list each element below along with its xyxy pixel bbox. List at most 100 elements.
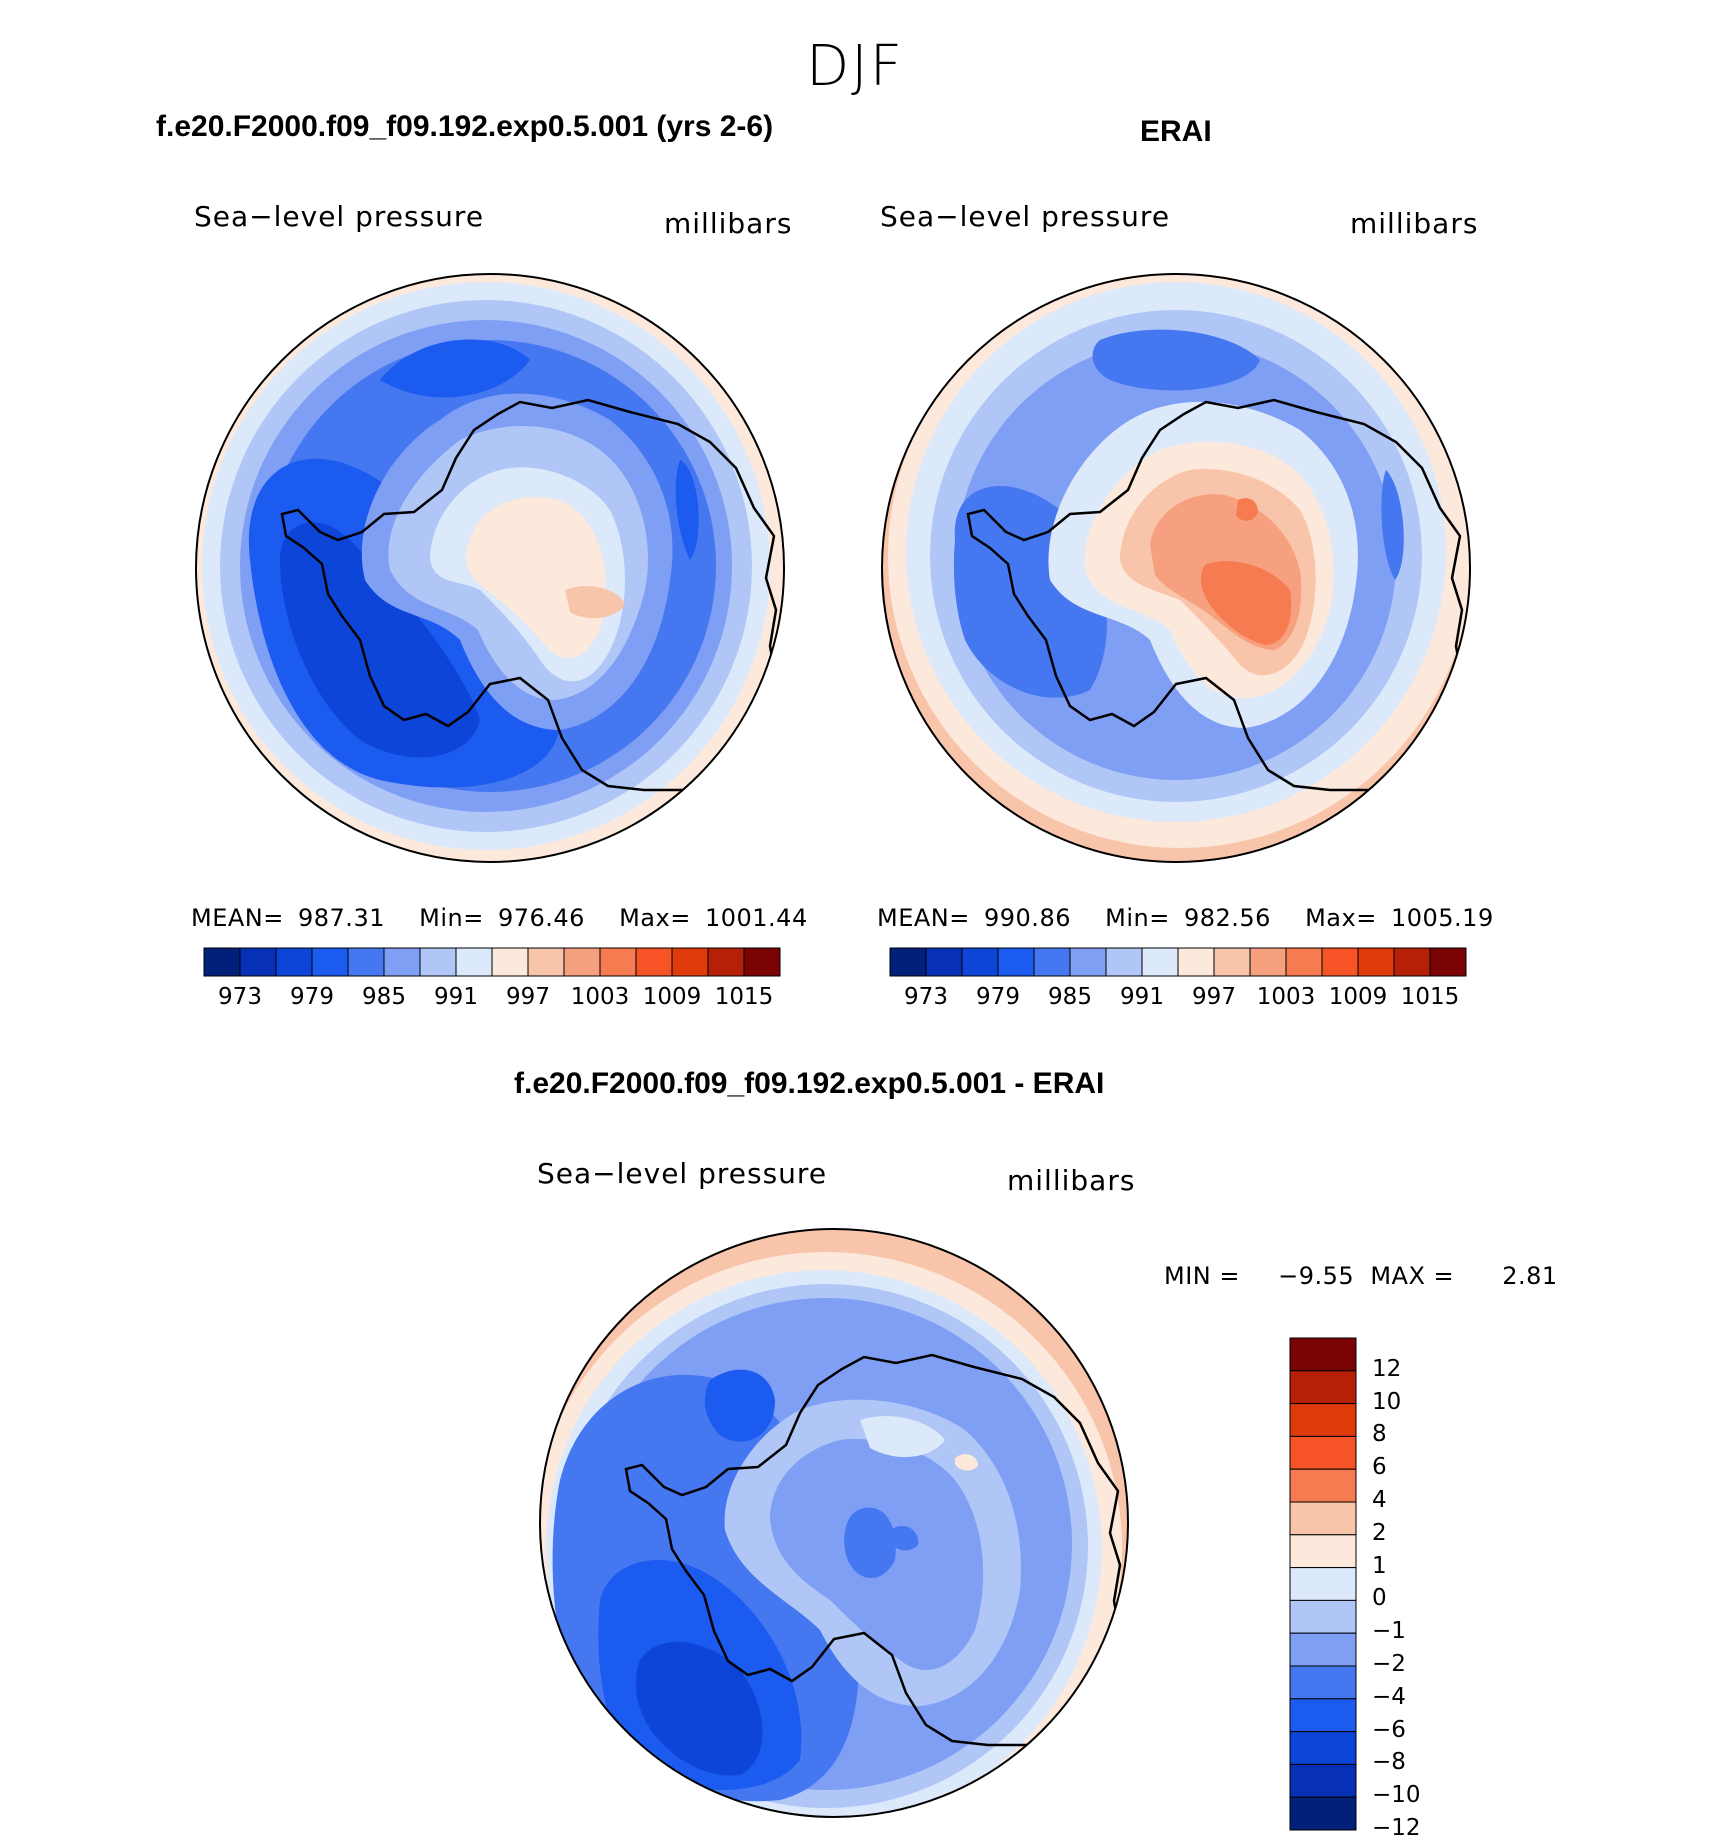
colorbar-model-swatch-15 (743, 947, 781, 977)
colorbar-erai-tick-label: 973 (904, 984, 948, 1010)
colorbar-difference-swatch-2 (1289, 1403, 1357, 1437)
colorbar-model-swatch-0 (203, 947, 241, 977)
colorbar-model-swatch-4 (347, 947, 385, 977)
colorbar-erai (889, 947, 1467, 977)
colorbar-erai-swatch-7 (1141, 947, 1179, 977)
colorbar-difference-swatch-0 (1289, 1337, 1357, 1372)
panel2-units-label: millibars (1350, 207, 1479, 240)
panel1-max-label: Max= (619, 904, 691, 932)
map1-low-east (675, 460, 699, 560)
panel1-stats: MEAN= 987.31 Min= 976.46 Max= 1001.44 (191, 904, 808, 932)
panel2-min-value: 982.56 (1183, 904, 1271, 932)
colorbar-erai-swatch-13 (1357, 947, 1395, 977)
colorbar-model-swatch-1 (239, 947, 277, 977)
colorbar-model-tick-label: 985 (362, 984, 406, 1010)
colorbar-model-tick-label: 973 (218, 984, 262, 1010)
map3-land-f (844, 1507, 896, 1579)
panel3-min-label: MIN = (1164, 1262, 1240, 1290)
panel3-min-value: −9.55 (1278, 1262, 1355, 1290)
map2-high-spot (1236, 498, 1258, 521)
colorbar-difference-tick-label: 12 (1372, 1355, 1402, 1382)
colorbar-difference-swatch-3 (1289, 1435, 1357, 1470)
panel1-mean-value: 987.31 (298, 904, 385, 932)
colorbar-difference-swatch-8 (1289, 1599, 1357, 1634)
colorbar-model-swatch-9 (527, 947, 565, 977)
colorbar-erai-swatch-8 (1177, 947, 1215, 977)
colorbar-model-swatch-11 (599, 947, 637, 977)
panel3-variable-label: Sea−level pressure (537, 1157, 828, 1190)
map3-low-core-b (635, 1641, 763, 1776)
panel2-max-label: Max= (1305, 904, 1377, 932)
panel1-mean-label: MEAN= (191, 904, 284, 932)
colorbar-model-tick-label: 1015 (714, 984, 774, 1010)
colorbar-difference-tick-label: 0 (1372, 1585, 1387, 1612)
colorbar-model-tick-label: 1003 (570, 984, 630, 1010)
colorbar-erai-swatch-3 (997, 947, 1035, 977)
colorbar-model-swatch-8 (491, 947, 529, 977)
colorbar-erai-tick-label: 985 (1048, 984, 1092, 1010)
map1-low-core (280, 522, 480, 758)
colorbar-erai-tick-label: 1009 (1328, 984, 1388, 1010)
panel2-title: ERAI (1140, 115, 1212, 148)
colorbar-model-tick-label: 997 (506, 984, 550, 1010)
panel2-mean-value: 990.86 (984, 904, 1071, 932)
colorbar-difference-tick-label: 2 (1372, 1519, 1387, 1546)
colorbar-model-swatch-7 (455, 947, 493, 977)
colorbar-difference-swatch-11 (1289, 1698, 1357, 1733)
colorbar-erai-swatch-2 (961, 947, 999, 977)
map-difference-sea-level-pressure (540, 1229, 1128, 1817)
panel1-variable-label: Sea−level pressure (194, 200, 485, 233)
panel2-max-value: 1005.19 (1390, 904, 1494, 932)
panel2-min-label: Min= (1105, 904, 1170, 932)
map-erai-sea-level-pressure (882, 274, 1470, 862)
panel1-min-label: Min= (419, 904, 484, 932)
colorbar-difference-swatch-4 (1289, 1468, 1357, 1503)
colorbar-erai-swatch-14 (1393, 947, 1431, 977)
colorbar-model-swatch-3 (311, 947, 349, 977)
map3-land-e (955, 1454, 978, 1471)
map3-low-north (704, 1369, 775, 1442)
map2-outline (881, 273, 1471, 863)
colorbar-difference-swatch-5 (1289, 1501, 1357, 1536)
colorbar-erai-swatch-0 (889, 947, 927, 977)
map3-land-d (890, 1525, 919, 1551)
colorbar-model-tick-label: 1009 (642, 984, 702, 1010)
colorbar-erai-swatch-6 (1105, 947, 1143, 977)
colorbar-erai-swatch-12 (1321, 947, 1359, 977)
panel1-max-value: 1001.44 (704, 904, 808, 932)
map3-land-c (860, 1416, 945, 1458)
colorbar-model-swatch-12 (635, 947, 673, 977)
map2-high-core (1200, 561, 1292, 645)
panel3-stats: MIN = −9.55 MAX = 2.81 (1164, 1262, 1558, 1290)
colorbar-erai-tick-label: 991 (1120, 984, 1164, 1010)
colorbar-model-swatch-14 (707, 947, 745, 977)
panel2-mean-label: MEAN= (877, 904, 970, 932)
colorbar-difference (1289, 1337, 1357, 1831)
colorbar-erai-tick-label: 979 (976, 984, 1020, 1010)
colorbar-difference-tick-label: 1 (1372, 1552, 1387, 1579)
colorbar-erai-tick-label: 1015 (1400, 984, 1460, 1010)
colorbar-model-swatch-2 (275, 947, 313, 977)
colorbar-model (203, 947, 781, 977)
panel3-max-label: MAX = (1370, 1262, 1455, 1290)
map1-high-core (565, 585, 625, 619)
colorbar-difference-tick-label: 4 (1372, 1487, 1387, 1513)
colorbar-erai-swatch-4 (1033, 947, 1071, 977)
panel2-variable-label: Sea−level pressure (880, 200, 1171, 233)
colorbar-difference-tick-label: −1 (1372, 1618, 1406, 1645)
colorbar-erai-swatch-10 (1249, 947, 1287, 977)
colorbar-model-tick-label: 979 (290, 984, 334, 1010)
panel1-min-value: 976.46 (497, 904, 585, 932)
colorbar-difference-tick-label: 10 (1372, 1388, 1402, 1415)
colorbar-difference-swatch-7 (1289, 1567, 1357, 1601)
colorbar-erai-tick-label: 997 (1192, 984, 1236, 1010)
panel1-units-label: millibars (664, 207, 793, 240)
colorbar-model-swatch-13 (671, 947, 709, 977)
map1-outline (195, 273, 785, 863)
colorbar-difference-swatch-13 (1289, 1763, 1357, 1798)
colorbar-model-tick-label: 991 (434, 984, 478, 1010)
colorbar-difference-tick-label: 6 (1372, 1454, 1387, 1481)
colorbar-erai-swatch-11 (1285, 947, 1323, 977)
colorbar-difference-tick-label: −10 (1372, 1782, 1421, 1809)
